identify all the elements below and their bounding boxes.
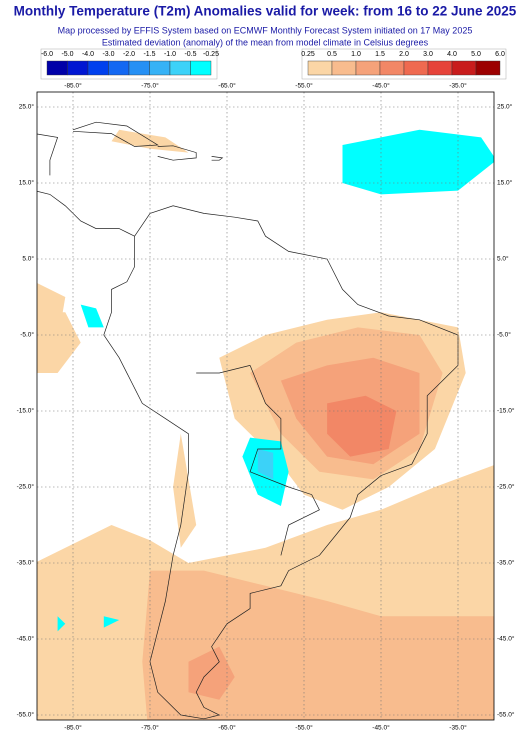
lon-label: -55.0° [295,82,313,90]
title: Monthly Temperature (T2m) Anomalies vali… [14,4,517,19]
colorbar-label: -1.5 [143,51,155,58]
lat-label: 25.0° [19,103,35,111]
lat-label: -5.0° [497,331,511,339]
anomaly-area [188,646,235,700]
lat-label: -35.0° [17,559,35,567]
lat-label: -55.0° [17,711,35,719]
colorbar-label: 0.25 [301,51,315,58]
colorbar-label: 0.5 [327,51,337,58]
color-swatch [46,60,68,76]
lon-label: -55.0° [295,724,313,732]
lat-label: -45.0° [497,635,515,643]
lat-label: 15.0° [497,179,513,187]
colorbar-label: 4.0 [447,51,457,58]
colorbar-label: -6.0 [41,51,53,58]
lon-label: -65.0° [218,724,236,732]
colorbar-label: -5.0 [61,51,73,58]
anomaly-area [37,283,66,343]
lat-label: -15.0° [17,407,35,415]
colorbar-label: -0.25 [203,51,219,58]
lon-label: -85.0° [64,724,82,732]
coastline [37,133,59,176]
colorbar-label: 6.0 [495,51,505,58]
lat-label: -55.0° [497,711,515,719]
color-swatch [128,60,150,76]
lon-label: -35.0° [449,82,467,90]
anomaly-area [57,616,66,632]
color-swatch [67,60,89,76]
colorbar-label: 1.0 [351,51,361,58]
lon-label: -35.0° [449,724,467,732]
color-swatch [379,60,405,76]
lat-label: -15.0° [497,407,515,415]
lon-label: -45.0° [372,724,390,732]
colorbar-label: -1.0 [164,51,176,58]
lat-label: 5.0° [497,255,509,263]
color-swatch [149,60,171,76]
coastline [196,365,251,374]
color-swatch [427,60,453,76]
colorbar-label: -4.0 [82,51,94,58]
lat-label: -25.0° [497,483,515,491]
color-swatch [108,60,130,76]
color-swatch [355,60,381,76]
color-swatch [331,60,357,76]
colorbar-label: -0.5 [184,51,196,58]
coastline [249,365,320,556]
anomaly-area [103,616,120,628]
color-swatch [87,60,109,76]
lat-label: 5.0° [22,255,34,263]
color-swatch [451,60,477,76]
anomaly-area [173,433,197,548]
colorbar-label: -3.0 [102,51,114,58]
anomaly-area [327,395,397,457]
color-swatch [169,60,191,76]
colorbar-label: 3.0 [423,51,433,58]
map [37,92,494,720]
anomaly-area [342,129,494,195]
coastline [37,190,459,720]
subtitle: Map processed by EFFIS System based on E… [58,25,473,35]
lon-label: -65.0° [218,82,236,90]
colorbar-label: 1.5 [375,51,385,58]
color-swatch [403,60,429,76]
coastline [157,145,197,161]
lat-label: -5.0° [20,331,34,339]
lat-label: 15.0° [19,179,35,187]
color-swatch [475,60,501,76]
lon-label: -45.0° [372,82,390,90]
anomaly-area [80,304,104,328]
anomaly-area [257,449,274,480]
coastline [211,156,224,161]
subtitle: Estimated deviation (anomaly) of the mea… [102,37,429,47]
lat-label: -45.0° [17,635,35,643]
color-swatch [307,60,333,76]
lon-label: -75.0° [141,724,159,732]
colorbar-label: 5.0 [471,51,481,58]
colorbar-label: 2.0 [399,51,409,58]
colorbar-label: -2.0 [123,51,135,58]
coastline [72,121,159,147]
lon-label: -85.0° [64,82,82,90]
lat-label: -35.0° [497,559,515,567]
lat-label: 25.0° [497,103,513,111]
lat-label: -25.0° [17,483,35,491]
lon-label: -75.0° [141,82,159,90]
map-frame [36,91,495,721]
color-swatch [190,60,212,76]
